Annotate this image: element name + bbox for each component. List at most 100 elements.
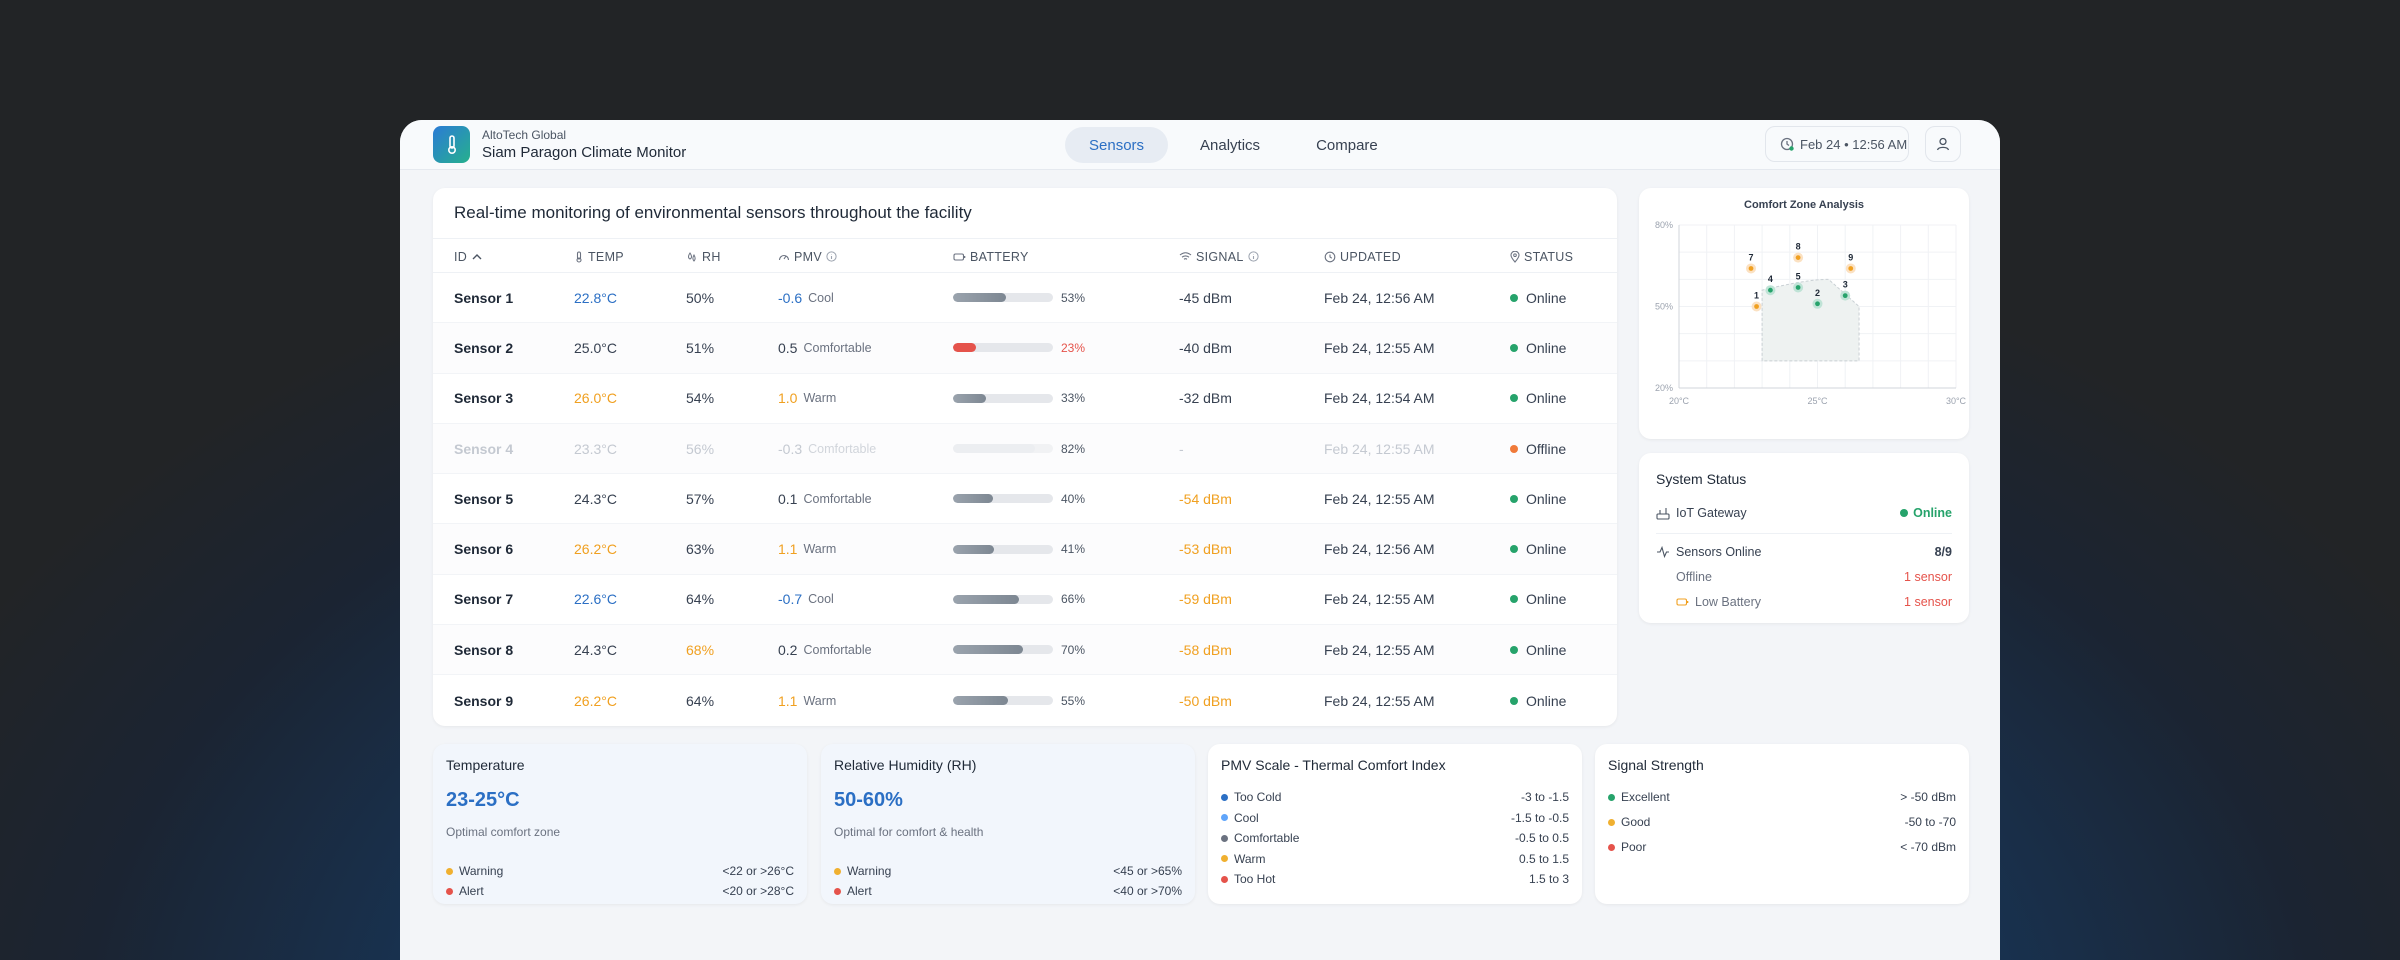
battery-percent: 55% (1061, 693, 1086, 708)
legend-dot (1221, 834, 1228, 842)
data-point-label: 9 (1848, 252, 1853, 262)
legend-dot (1608, 793, 1615, 801)
gateway-row: IoT Gateway Online (1656, 506, 1952, 520)
wifi-icon (1179, 252, 1192, 260)
x-tick-label: 20°C (1669, 396, 1690, 406)
signal-legend-card: Signal Strength Excellent > -50 dBm Good -5… (1595, 744, 1969, 904)
pmv-label: Comfortable (803, 340, 872, 355)
pmv-label: Cool (808, 592, 834, 607)
legend-dot (1608, 843, 1615, 851)
temperature-subtitle: Optimal comfort zone (446, 825, 561, 839)
pmv-label: Comfortable (803, 491, 872, 506)
battery-bar-fill (953, 393, 986, 403)
pmv-title: PMV Scale - Thermal Comfort Index (1221, 757, 1446, 773)
humidity-value: 54% (686, 390, 715, 407)
status-cell: Online (1510, 524, 1566, 573)
low-battery-row: Low Battery 1 sensor (1656, 595, 1952, 609)
table-row[interactable]: Sensor 1 22.8°C 50% -0.6 Cool 53% -45 dBm Feb 2… (433, 273, 1617, 324)
battery-bar-fill (953, 444, 1035, 454)
signal-value: -32 dBm (1179, 390, 1232, 407)
battery-percent: 82% (1061, 441, 1086, 456)
column-header-battery[interactable]: BATTERY (953, 239, 1029, 274)
battery-bar (953, 393, 1053, 403)
thermometer-icon (433, 126, 470, 163)
sensor-id: Sensor 1 (454, 289, 514, 306)
app-window: AltoTech Global Siam Paragon Climate Mon… (400, 120, 2000, 960)
battery-cell: 40% (953, 474, 1085, 523)
info-icon[interactable] (826, 251, 837, 262)
table-row[interactable]: Sensor 8 24.3°C 68% 0.2 Comfortable 70% -58 dB… (433, 625, 1617, 676)
status-text: Online (1526, 289, 1567, 306)
updated-time: Feb 24, 12:55 AM (1324, 440, 1435, 457)
legend-value: -0.5 to 0.5 (1514, 831, 1569, 845)
column-header-id[interactable]: ID (454, 239, 487, 274)
x-tick-label: 25°C (1807, 396, 1828, 406)
user-button[interactable] (1925, 126, 1961, 162)
signal-value: -59 dBm (1179, 591, 1232, 608)
legend-label: Good (1621, 815, 1651, 829)
table-row[interactable]: Sensor 9 26.2°C 64% 1.1 Warm 55% -50 dBm Feb 24… (433, 675, 1617, 725)
sensor-table-card: Real-time monitoring of environmental se… (433, 188, 1617, 726)
y-tick-label: 80% (1655, 220, 1673, 230)
tab-compare[interactable]: Compare (1316, 136, 1378, 154)
legend-dot (1221, 855, 1228, 862)
updated-time: Feb 24, 12:55 AM (1324, 692, 1435, 709)
pmv-label: Warm (803, 391, 837, 406)
sensor-id: Sensor 3 (454, 390, 514, 407)
status-text: Online (1526, 541, 1567, 558)
activity-icon (1657, 546, 1669, 558)
pmv-value: 0.1 (778, 490, 798, 507)
tab-sensors[interactable]: Sensors (1065, 127, 1169, 163)
data-point (1842, 293, 1848, 299)
humidity-value: 57% (686, 490, 715, 507)
y-tick-label: 20% (1655, 383, 1673, 393)
column-header-temp[interactable]: TEMP (574, 239, 624, 274)
column-header-pmv[interactable]: PMV (778, 239, 841, 274)
battery-bar (953, 293, 1053, 303)
column-header-status[interactable]: STATUS (1510, 239, 1573, 274)
column-header-signal[interactable]: SIGNAL (1179, 239, 1263, 274)
status-dot (1900, 509, 1909, 517)
table-row[interactable]: Sensor 2 25.0°C 51% 0.5 Comfortable 23% -40 dB… (433, 323, 1617, 374)
table-row[interactable]: Sensor 4 23.3°C 56% -0.3 Comfortable 82% - Feb … (433, 423, 1617, 475)
app-title: Siam Paragon Climate Monitor (482, 144, 687, 161)
battery-bar (953, 645, 1053, 655)
column-header-updated[interactable]: UPDATED (1324, 239, 1401, 274)
table-row[interactable]: Sensor 7 22.6°C 64% -0.7 Cool 66% -59 dBm Feb 2… (433, 575, 1617, 626)
status-cell: Online (1510, 675, 1566, 725)
signal-value: -53 dBm (1179, 541, 1232, 558)
data-point-label: 4 (1768, 274, 1773, 284)
legend-value: -50 to -70 (1904, 815, 1956, 829)
table-row[interactable]: Sensor 3 26.0°C 54% 1.0 Warm 33% -32 dBm Feb 24… (433, 374, 1617, 424)
pmv-cell: -0.7 Cool (778, 575, 834, 624)
tab-analytics[interactable]: Analytics (1200, 136, 1261, 154)
data-point (1768, 287, 1773, 293)
sort-ascending-icon (472, 253, 482, 259)
sensor-id: Sensor 5 (454, 490, 514, 507)
pmv-cell: 0.5 Comfortable (778, 323, 872, 372)
status-cell: Online (1510, 273, 1566, 322)
status-title: System Status (1656, 471, 1747, 487)
status-text: Online (1526, 591, 1567, 608)
battery-bar (953, 444, 1053, 454)
pmv-cell: 0.2 Comfortable (778, 625, 872, 674)
battery-cell: 55% (953, 675, 1085, 725)
info-icon[interactable] (1248, 251, 1259, 262)
table-row[interactable]: Sensor 6 26.2°C 63% 1.1 Warm 41% -53 dBm Feb 24… (433, 524, 1617, 575)
battery-cell: 82% (953, 424, 1085, 473)
sensor-id: Sensor 6 (454, 541, 514, 558)
status-dot (1510, 343, 1518, 352)
status-text: Online (1526, 390, 1567, 407)
status-dot (1510, 394, 1518, 403)
data-point (1754, 304, 1759, 309)
legend-item: Warning <45 or >65% (834, 864, 1182, 878)
sensor-id: Sensor 9 (454, 692, 514, 709)
legend-item: Good -50 to -70 (1608, 815, 1956, 829)
humidity-legend-card: Relative Humidity (RH) 50-60% Optimal fo… (821, 744, 1195, 904)
legend-value: 1.5 to 3 (1528, 872, 1569, 886)
main-nav: Sensors Analytics Compare (1065, 127, 1410, 163)
battery-percent: 41% (1061, 542, 1086, 557)
temperature-value: 24.3°C (574, 641, 617, 658)
table-row[interactable]: Sensor 5 24.3°C 57% 0.1 Comfortable 40% -54 dB… (433, 474, 1617, 525)
column-header-rh[interactable]: RH (686, 239, 721, 274)
